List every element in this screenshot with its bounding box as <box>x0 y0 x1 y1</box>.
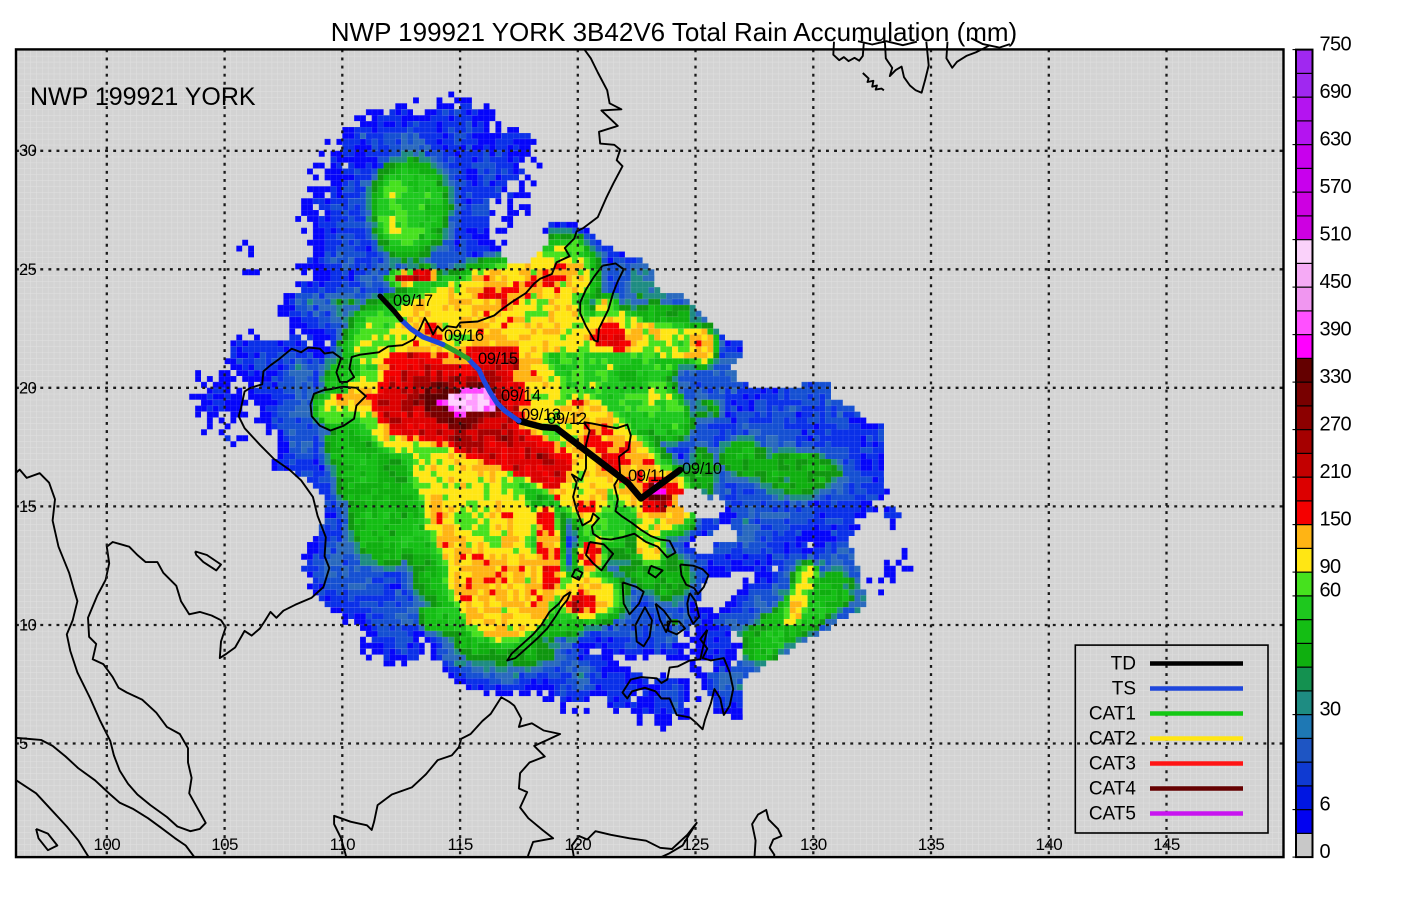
svg-text:120: 120 <box>565 835 592 854</box>
svg-text:140: 140 <box>1036 835 1063 854</box>
svg-text:115: 115 <box>447 835 472 854</box>
svg-text:110: 110 <box>330 835 355 854</box>
svg-text:0: 0 <box>1320 841 1331 863</box>
svg-text:15: 15 <box>19 498 37 516</box>
svg-text:210: 210 <box>1320 461 1352 483</box>
svg-text:690: 690 <box>1320 81 1352 103</box>
svg-text:25: 25 <box>19 261 37 279</box>
svg-text:90: 90 <box>1320 556 1342 578</box>
svg-text:30: 30 <box>1320 698 1342 720</box>
svg-text:60: 60 <box>1320 580 1342 602</box>
svg-text:105: 105 <box>211 835 238 854</box>
svg-text:30: 30 <box>19 142 37 160</box>
svg-text:390: 390 <box>1320 318 1352 340</box>
svg-text:150: 150 <box>1320 508 1352 530</box>
svg-text:09/14: 09/14 <box>501 387 541 405</box>
svg-text:CAT2: CAT2 <box>1089 729 1136 750</box>
svg-text:09/12: 09/12 <box>547 410 587 428</box>
svg-text:130: 130 <box>800 835 827 854</box>
svg-text:450: 450 <box>1320 271 1352 293</box>
svg-text:750: 750 <box>1320 33 1352 55</box>
svg-text:NWP 199921 YORK: NWP 199921 YORK <box>30 83 256 111</box>
svg-text:CAT5: CAT5 <box>1089 804 1136 825</box>
svg-text:09/11: 09/11 <box>628 467 667 485</box>
svg-text:09/17: 09/17 <box>393 292 433 310</box>
svg-text:135: 135 <box>918 835 945 854</box>
svg-text:CAT3: CAT3 <box>1089 754 1136 775</box>
svg-text:145: 145 <box>1153 835 1180 854</box>
svg-text:330: 330 <box>1320 366 1352 388</box>
svg-text:6: 6 <box>1320 793 1331 815</box>
svg-text:5: 5 <box>19 735 28 753</box>
svg-text:TS: TS <box>1112 679 1136 700</box>
svg-text:20: 20 <box>19 379 37 397</box>
svg-text:570: 570 <box>1320 176 1352 198</box>
svg-text:510: 510 <box>1320 223 1352 245</box>
svg-text:270: 270 <box>1320 413 1352 435</box>
svg-text:100: 100 <box>94 835 121 854</box>
svg-text:09/15: 09/15 <box>478 350 518 368</box>
svg-text:09/10: 09/10 <box>682 460 722 478</box>
svg-text:CAT4: CAT4 <box>1089 779 1137 800</box>
svg-text:NWP 199921 YORK 3B42V6 Total R: NWP 199921 YORK 3B42V6 Total Rain Accumu… <box>331 17 1017 47</box>
svg-text:10: 10 <box>19 617 37 635</box>
svg-text:09/13: 09/13 <box>521 406 561 424</box>
svg-text:09/16: 09/16 <box>444 327 484 345</box>
svg-text:CAT1: CAT1 <box>1089 704 1136 725</box>
svg-text:630: 630 <box>1320 128 1352 150</box>
svg-text:125: 125 <box>682 835 709 854</box>
svg-text:TD: TD <box>1111 654 1136 675</box>
